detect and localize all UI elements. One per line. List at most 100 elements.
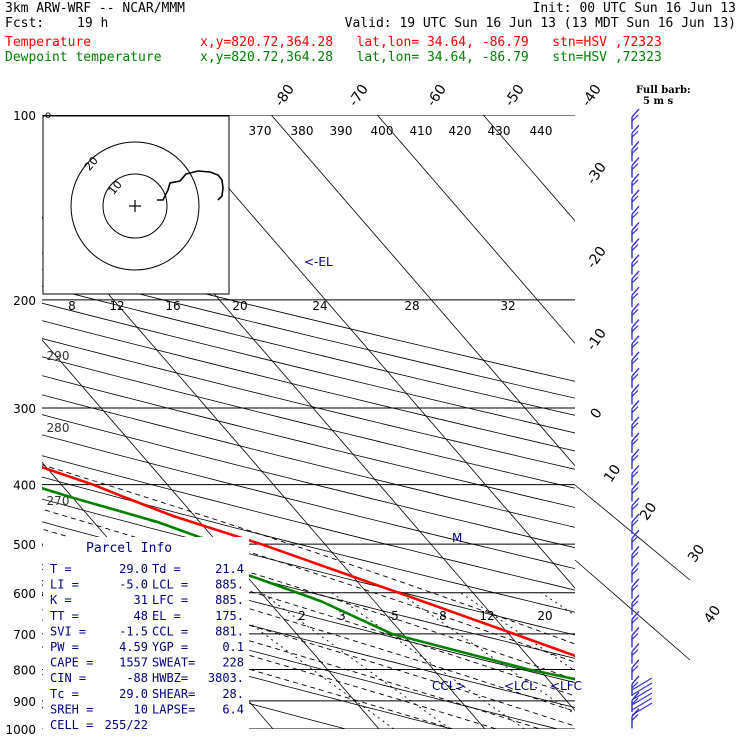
isotherm-label: 10 [601, 462, 624, 486]
parcel-field-value: 228 [222, 656, 244, 670]
mixing-ratio-label: 20 [537, 609, 552, 623]
dry-adiabat-line [42, 619, 454, 729]
wind-barb [631, 140, 640, 150]
moist-adiabat-line [42, 487, 575, 663]
wind-barb [631, 464, 640, 474]
pressure-label: 400 [13, 479, 36, 493]
dry-adiabat-line [42, 268, 575, 399]
wind-barb [631, 616, 639, 624]
mixing-ratio-label: 2 [298, 609, 306, 623]
wind-barb [631, 600, 639, 608]
theta-label: 370 [249, 124, 272, 138]
mixing-ratio-line [460, 592, 575, 672]
forecast-label: Fcst: [5, 16, 45, 31]
isotherm-label: 40 [701, 603, 724, 627]
wind-barb [631, 325, 639, 333]
parcel-field-label: CCL = [152, 624, 188, 638]
wind-barb [631, 675, 640, 685]
wind-barb [631, 130, 639, 138]
wind-barb [631, 692, 653, 706]
mixing-ratio-line [331, 592, 525, 729]
isotherm-line [164, 115, 575, 589]
parcel-field-value: 28. [222, 687, 244, 701]
lcl-marker-label: <LCL [504, 679, 536, 693]
isotherm-label: -10 [584, 326, 610, 354]
hodograph-ring [102, 173, 168, 239]
dewpoint-profile [42, 486, 575, 681]
wind-barb [631, 470, 639, 478]
isotherm-line [376, 115, 575, 344]
wind-barb [631, 406, 639, 414]
wind-barb [631, 422, 639, 430]
parcel-field-value: -1.5 [119, 624, 148, 638]
parcel-field-label: SREH = [50, 702, 93, 716]
parcel-field-value: 29.0 [119, 687, 148, 701]
isotherm-label: -60 [424, 82, 450, 110]
parcel-field-value: 0.1 [222, 640, 244, 654]
hodograph-tick-label: 28 [404, 299, 419, 313]
wind-barb [631, 357, 639, 365]
theta-low-label: 270 [47, 494, 70, 508]
parcel-field-label: EL = [152, 609, 181, 623]
wind-barb [631, 416, 640, 426]
theta-label: 430 [488, 124, 511, 138]
mixing-ratio-label: 3 [338, 609, 346, 623]
theta-low-label: 280 [47, 421, 70, 435]
wind-barb [631, 632, 639, 640]
wind-barb [631, 108, 640, 118]
wind-barb [631, 341, 639, 349]
temperature-profile [42, 465, 575, 658]
pressure-label: 1000 [5, 723, 36, 737]
wind-barb [631, 697, 653, 711]
wind-barb [631, 244, 639, 252]
wind-barb [631, 179, 639, 187]
moist-adiabat-line [42, 609, 455, 729]
m-marker-label: M [452, 531, 462, 545]
dry-adiabat-line [42, 320, 575, 452]
parcel-field-value: 1557 [119, 656, 148, 670]
wind-barb [631, 513, 640, 523]
wind-barb [631, 163, 639, 171]
hodograph-tick-label: 12 [109, 299, 124, 313]
temperature-location-info: x,y=820.72,364.28 lat,lon= 34.64, -86.79… [200, 35, 662, 50]
temperature-legend: Temperature [5, 35, 92, 50]
isotherm-label: -20 [584, 244, 610, 272]
pressure-label: 100 [13, 109, 36, 123]
wind-barb [631, 677, 653, 691]
wind-barb [631, 432, 640, 442]
pressure-label: 600 [13, 587, 36, 601]
init-time: Init: 00 UTC Sun 16 Jun 13 [532, 1, 737, 16]
wind-barb [631, 535, 639, 543]
parcel-field-value: 885. [215, 593, 244, 607]
wind-barb [631, 195, 639, 203]
parcel-field-value: 885. [215, 578, 244, 592]
isotherm-label: 0 [588, 405, 606, 421]
parcel-field-label: LAPSE= [152, 702, 195, 716]
hodograph-origin-mark: o [45, 110, 51, 121]
isotherm-line [482, 115, 575, 222]
wind-barb [631, 448, 640, 458]
dry-adiabat-line [42, 498, 575, 636]
parcel-info-box [43, 537, 249, 729]
wind-barb [631, 276, 639, 284]
wind-barb [631, 383, 640, 393]
parcel-field-label: Tc = [50, 687, 79, 701]
hodograph-tick-label: 32 [500, 299, 515, 313]
wind-barb [631, 238, 640, 248]
wind-barb [631, 302, 640, 312]
dry-adiabat-line [42, 356, 575, 489]
wind-barb [631, 562, 640, 572]
isotherm-line [270, 115, 575, 467]
parcel-field-value: 31 [134, 593, 148, 607]
wind-barb [631, 227, 639, 235]
wind-barb [631, 687, 653, 701]
parcel-field-label: T = [50, 562, 72, 576]
isotherm-label: -30 [584, 160, 610, 188]
wind-barb [631, 487, 639, 495]
parcel-field-label: Td = [152, 562, 181, 576]
hodograph-ring [70, 141, 200, 271]
wind-barb [631, 189, 640, 199]
moist-adiabat-line [42, 546, 575, 712]
isotherm-label: -50 [502, 82, 528, 110]
dewpoint-legend: Dewpoint temperature [5, 50, 162, 65]
